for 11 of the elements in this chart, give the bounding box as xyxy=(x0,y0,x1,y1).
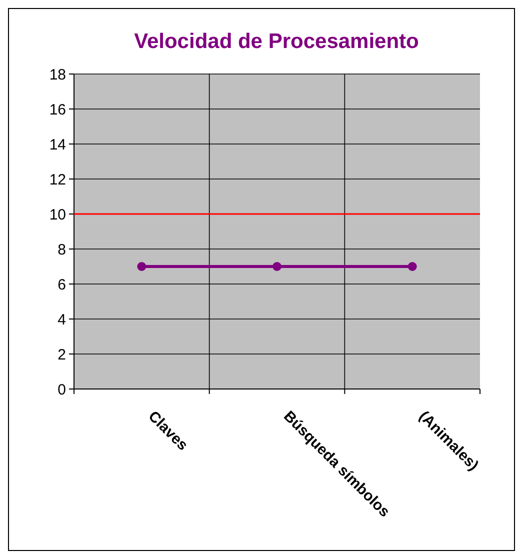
y-tick-label: 4 xyxy=(58,311,66,328)
y-tick-label: 12 xyxy=(49,171,66,188)
chart-title: Velocidad de Procesamiento xyxy=(134,30,419,53)
y-tick-label: 2 xyxy=(58,346,66,364)
y-tick-label: 6 xyxy=(58,276,66,294)
y-tick-label: 18 xyxy=(49,66,66,84)
y-tick-label: 14 xyxy=(49,136,66,154)
y-tick-label: 0 xyxy=(58,381,66,398)
y-tick-label: 16 xyxy=(49,101,66,118)
y-tick-label: 10 xyxy=(49,206,66,224)
y-tick-label: 8 xyxy=(58,241,66,258)
